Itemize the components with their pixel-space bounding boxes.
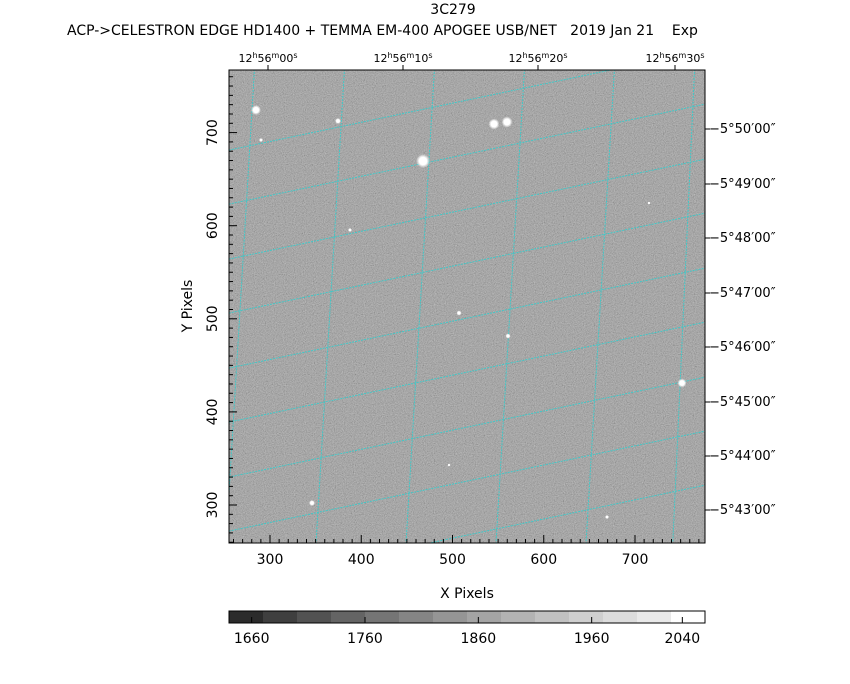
x-axis: 300 400 500 600 700 (233, 535, 700, 568)
x-tick-label: 600 (530, 552, 557, 568)
ra-grid-line (585, 70, 615, 543)
colorbar-level (535, 611, 570, 623)
x-axis-label: X Pixels (440, 586, 494, 602)
colorbar-level (399, 611, 434, 623)
dec-tick-label: −5°43′00″ (709, 503, 776, 518)
ra-grid-line (495, 70, 525, 543)
colorbar-level (433, 611, 468, 623)
y-tick-label: 700 (205, 119, 221, 146)
dec-tick-label: −5°48′00″ (709, 231, 776, 246)
colorbar-level (501, 611, 536, 623)
dec-grid-line (229, 70, 613, 151)
colorbar-label: 1760 (347, 631, 383, 647)
x-tick-label: 700 (622, 552, 649, 568)
ra-grid-line (315, 70, 345, 543)
dec-tick-label: −5°46′00″ (709, 340, 776, 355)
star (335, 118, 341, 124)
ra-grid-line (405, 70, 435, 543)
dec-tick-label: −5°44′00″ (709, 449, 776, 464)
instrument-subtitle: ACP->CELESTRON EDGE HD1400 + TEMMA EM-40… (67, 23, 698, 39)
colorbar-level (229, 611, 264, 623)
colorbar-level (671, 611, 706, 623)
x-tick-label: 500 (439, 552, 466, 568)
dec-grid-line (229, 430, 705, 532)
colorbar-level (331, 611, 366, 623)
y-tick-label: 500 (205, 305, 221, 332)
star (309, 500, 315, 506)
star (505, 333, 511, 339)
colorbar-level (467, 611, 502, 623)
wcs-grid (229, 70, 705, 543)
dec-grid-line (229, 212, 705, 314)
ra-tick-label: 12h56m00s (238, 51, 297, 66)
ra-tick-label: 12h56m20s (508, 51, 567, 66)
colorbar-label: 1860 (461, 631, 497, 647)
star (456, 310, 462, 316)
star (348, 228, 352, 232)
dec-tick-label: −5°50′00″ (709, 122, 776, 137)
star (647, 201, 651, 205)
dec-tick-label: −5°47′00″ (709, 286, 776, 301)
star (677, 378, 687, 388)
dec-grid-line (229, 376, 705, 478)
star (501, 116, 513, 128)
colorbar-level (297, 611, 332, 623)
stars (251, 105, 687, 519)
colorbar-label: 2040 (665, 631, 701, 647)
colorbar: 1660 1760 1860 1960 2040 (228, 610, 706, 647)
y-axis-label: Y Pixels (180, 280, 196, 334)
star (447, 463, 451, 467)
dec-grid-line (229, 158, 705, 260)
colorbar-level (637, 611, 672, 623)
star (251, 105, 261, 115)
dec-axis: −5°50′00″ −5°49′00″ −5°48′00″ −5°47′00″ −5°4… (705, 122, 776, 518)
dec-grid-line (427, 484, 705, 543)
star (416, 154, 430, 168)
star (605, 515, 609, 519)
colorbar-label: 1660 (234, 631, 270, 647)
ra-tick-label: 12h56m30s (645, 51, 704, 66)
dec-tick-label: −5°49′00″ (709, 177, 776, 192)
dec-grid-line (229, 321, 705, 423)
colorbar-level (365, 611, 400, 623)
ccd-image (228, 69, 706, 544)
dec-tick-label: −5°45′00″ (709, 395, 776, 410)
x-tick-label: 400 (348, 552, 375, 568)
ra-tick-label: 12h56m10s (373, 51, 432, 66)
y-tick-label: 300 (205, 492, 221, 519)
ra-grid-line (672, 70, 696, 543)
star (488, 118, 500, 130)
colorbar-frame (228, 610, 706, 624)
star (259, 138, 263, 142)
x-tick-label: 300 (257, 552, 284, 568)
colorbar-level (263, 611, 298, 623)
ra-axis: 12h56m00s 12h56m10s 12h56m20s 12h56m30s (238, 51, 705, 70)
y-axis: 300 400 500 600 700 (205, 76, 237, 543)
colorbar-level (569, 611, 604, 623)
y-tick-label: 400 (205, 399, 221, 426)
dec-grid-line (229, 267, 705, 369)
colorbar-label: 1960 (574, 631, 610, 647)
colorbar-level (603, 611, 638, 623)
y-tick-label: 600 (205, 212, 221, 239)
dec-grid-line (229, 103, 705, 205)
object-title: 3C279 (430, 2, 475, 18)
